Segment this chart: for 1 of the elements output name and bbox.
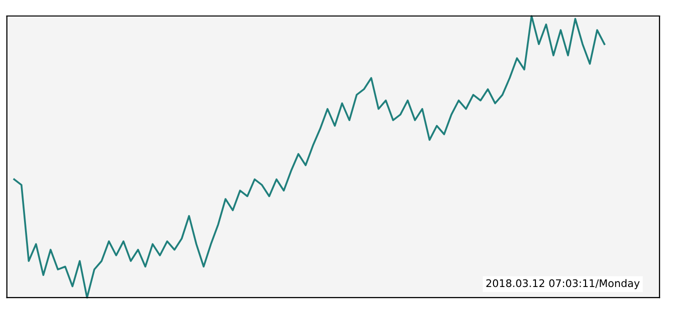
annotation: 2018.03.12 07:03:11/Monday [486, 279, 640, 290]
